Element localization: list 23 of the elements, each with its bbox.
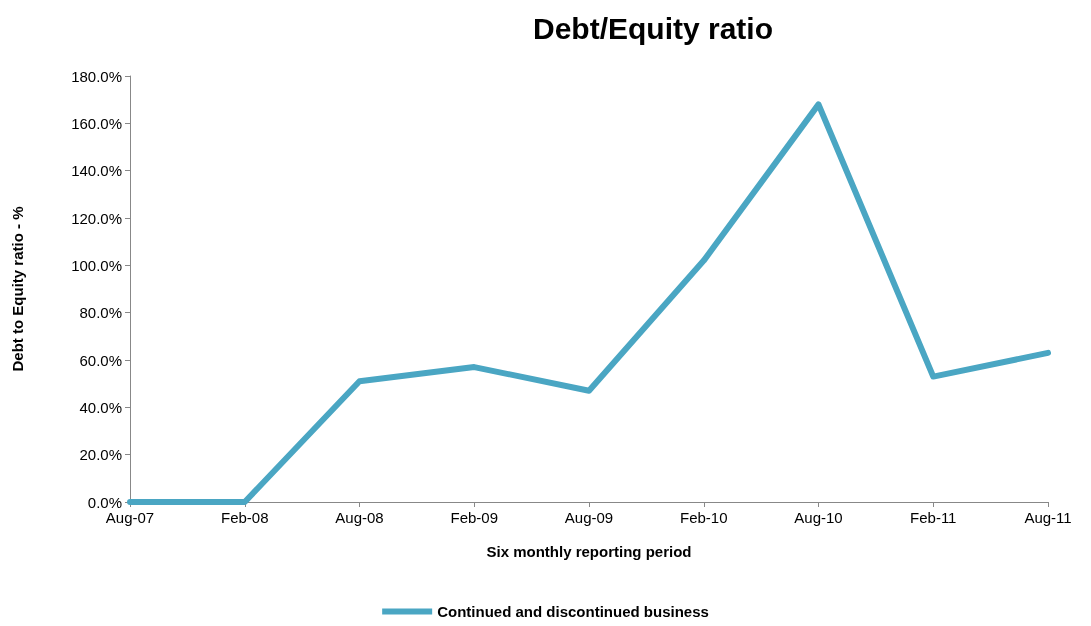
y-tick-label: 100.0% xyxy=(71,256,122,274)
x-tick-label: Feb-08 xyxy=(220,509,269,526)
y-tick-label: 80.0% xyxy=(79,304,122,322)
y-tick-label: 160.0% xyxy=(71,114,122,132)
y-tick-label: 120.0% xyxy=(71,209,122,227)
x-tick-label: Feb-11 xyxy=(910,509,957,526)
x-tick-label: Aug-07 xyxy=(105,509,155,526)
y-tick-label: 20.0% xyxy=(79,446,122,464)
chart-title: Debt/Equity ratio xyxy=(532,11,774,45)
x-tick-label: Aug-10 xyxy=(794,509,843,526)
x-tick-label: Aug-08 xyxy=(335,509,384,526)
y-axis-title: Debt to Equity ratio - % xyxy=(9,206,26,372)
x-tick-label: Aug-11 xyxy=(1024,509,1072,526)
x-tick-label: Aug-09 xyxy=(564,509,614,526)
y-tick-label: 180.0% xyxy=(71,67,122,85)
y-tick-label: 0.0% xyxy=(87,493,122,511)
y-tick-label: 140.0% xyxy=(71,162,122,180)
legend-label: Continued and discontinued business xyxy=(437,603,709,620)
x-tick-label: Feb-09 xyxy=(450,509,499,526)
y-tick-label: 60.0% xyxy=(79,351,122,369)
y-tick-label: 40.0% xyxy=(79,398,122,416)
x-tick-label: Feb-10 xyxy=(679,509,728,526)
x-axis-title: Six monthly reporting period xyxy=(486,543,692,560)
